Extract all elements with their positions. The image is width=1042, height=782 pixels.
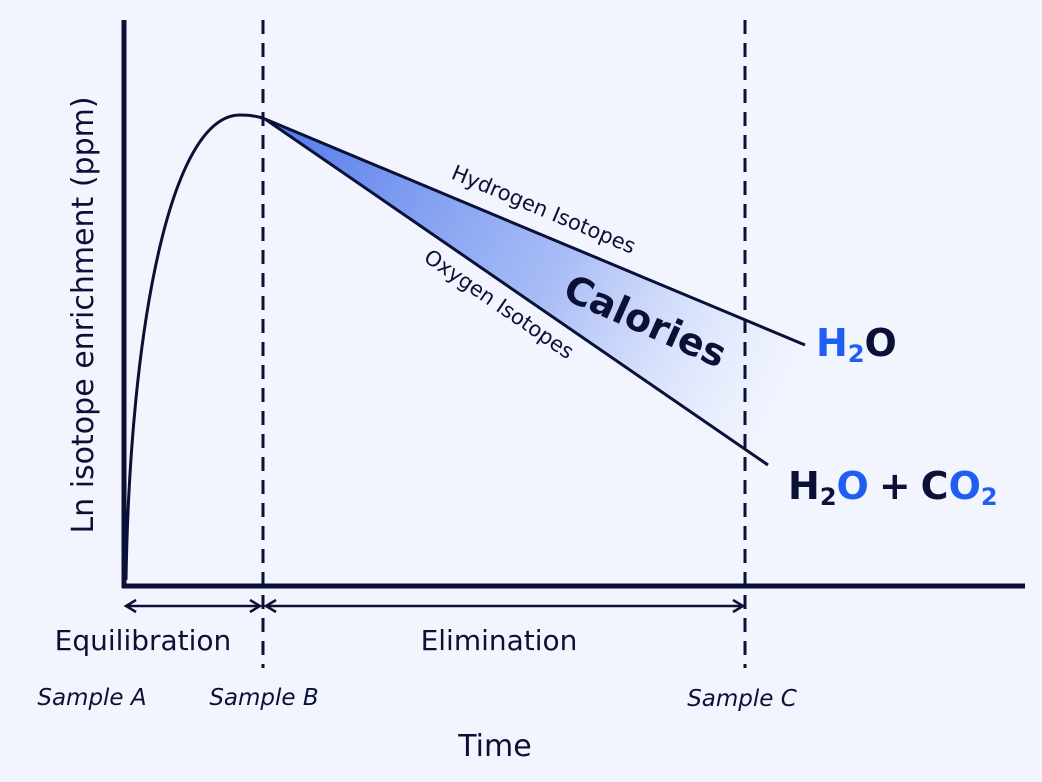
h2o-formula: H2O	[816, 321, 897, 368]
oxygen-isotopes-line	[264, 117, 769, 467]
sample-b-label: Sample B	[209, 685, 318, 711]
y-axis-title: Ln isotope enrichment (ppm)	[66, 96, 101, 533]
elimination-label: Elimination	[421, 624, 578, 657]
hydrogen-isotopes-line	[264, 117, 806, 347]
h2o-co2-formula: H2O + CO2	[788, 464, 998, 511]
calories-area	[265, 119, 805, 465]
sample-a-label: Sample A	[37, 685, 146, 711]
equilibration-label: Equilibration	[55, 624, 232, 657]
equilibration-curve	[124, 113, 266, 581]
elimination-span-arrow	[263, 598, 746, 614]
equilibration-span-arrow	[123, 598, 263, 614]
x-axis-title: Time	[457, 729, 531, 764]
sample-c-label: Sample C	[687, 686, 797, 712]
